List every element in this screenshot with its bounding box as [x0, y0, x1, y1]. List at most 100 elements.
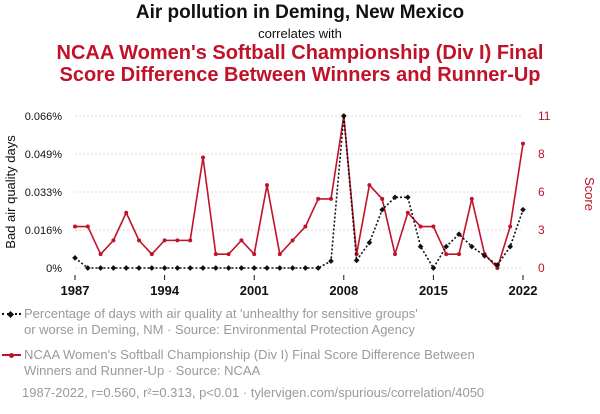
y-tick-right: 6	[538, 185, 545, 199]
legend-series2-line1: NCAA Women's Softball Championship (Div …	[24, 347, 475, 362]
series2-point	[213, 252, 218, 257]
series1-point	[507, 243, 514, 250]
legend-swatch-series2	[2, 353, 21, 358]
series2-point	[329, 196, 333, 201]
series1-point	[174, 265, 181, 271]
series1-point	[520, 206, 526, 213]
series1-point	[302, 265, 309, 271]
legend-swatch-series1	[2, 310, 21, 319]
series1-point	[494, 262, 501, 268]
y-tick-right: 0	[538, 261, 545, 275]
series2-point	[444, 252, 449, 257]
x-tick-label: 2001	[240, 283, 269, 298]
series2-point	[98, 252, 103, 257]
series1-point	[148, 265, 155, 271]
series1-point	[353, 257, 360, 264]
series2-point	[201, 155, 205, 160]
series1-point	[110, 265, 117, 271]
series1-point	[379, 206, 386, 213]
series2-point	[162, 238, 167, 243]
series1-point	[238, 265, 245, 271]
series2-point	[405, 210, 410, 215]
series2-point	[252, 252, 257, 257]
series1-point	[123, 265, 130, 271]
y-tick-left: 0.066%	[25, 111, 63, 123]
series2-point	[469, 196, 474, 201]
series1-point	[417, 243, 424, 250]
series2-point	[175, 238, 180, 243]
series2-point	[290, 238, 295, 243]
y-tick-left: 0%	[46, 263, 62, 275]
series2-point	[137, 238, 141, 243]
series2-point	[73, 224, 77, 229]
y-tick-right: 8	[538, 147, 545, 161]
series1-point	[443, 243, 450, 250]
title-connector: correlates with	[258, 26, 342, 41]
y-axis-label-right: Score	[582, 177, 597, 211]
series1-point	[264, 265, 270, 271]
series1-point	[392, 194, 398, 201]
chart-subtitle-line2: Score Difference Between Winners and Run…	[59, 64, 541, 86]
y-tick-left: 0.049%	[25, 149, 63, 161]
series2-point	[508, 224, 513, 229]
chart-area: 0% 0.016% 0.033% 0.049% 0.066% 0 3 6 8 11 1987 1994…	[3, 109, 597, 298]
series1-point	[328, 258, 334, 264]
series1-point	[187, 265, 194, 271]
series2-point	[303, 224, 308, 229]
series1-point	[97, 265, 104, 271]
series1-point	[212, 265, 219, 271]
legend-series2-line2: Winners and Runner-Up · Source: NCAA	[24, 363, 261, 378]
x-tick-label: 2015	[419, 283, 448, 298]
y-tick-left: 0.033%	[25, 187, 63, 199]
series2-point	[226, 252, 231, 257]
x-tick-label: 1987	[61, 283, 90, 298]
chart-subtitle-line1: NCAA Women's Softball Championship (Div …	[56, 42, 544, 64]
series2-point	[393, 252, 397, 257]
x-tick-label: 1994	[150, 283, 180, 298]
series1-point	[136, 265, 142, 271]
series1-point	[481, 252, 488, 259]
series2-point	[521, 141, 525, 146]
series2-point	[367, 183, 372, 188]
series2-line	[75, 115, 524, 269]
series2-point	[418, 224, 423, 229]
series2-point	[111, 238, 116, 243]
footer-stats: 1987-2022, r=0.560, r²=0.313, p<0.01 · t…	[22, 385, 485, 400]
series2-point	[149, 252, 154, 257]
series2-point	[85, 224, 90, 229]
series1-point	[315, 265, 322, 271]
series1-point	[289, 265, 296, 271]
series2-point	[316, 196, 321, 201]
legend-series1: Percentage of days with air quality at '…	[2, 306, 598, 338]
series1-point	[404, 194, 411, 201]
series2-point	[495, 266, 500, 270]
series1-point	[366, 239, 373, 246]
series1-point	[276, 265, 283, 271]
legend-series2: NCAA Women's Softball Championship (Div …	[2, 347, 598, 379]
y-tick-left: 0.016%	[25, 225, 63, 237]
series1-point	[161, 265, 168, 271]
y-tick-right: 3	[538, 223, 545, 237]
series2-point	[188, 238, 193, 243]
series2-point	[380, 196, 385, 201]
series2-point	[239, 238, 244, 243]
series1-point	[456, 231, 462, 237]
series2-point	[431, 224, 436, 229]
y-tick-right: 11	[538, 109, 551, 123]
series1-point	[468, 243, 475, 250]
legend-series1-line1: Percentage of days with air quality at '…	[24, 306, 418, 321]
x-tick-label: 2022	[509, 283, 538, 298]
series1-point	[251, 265, 258, 271]
series2-point	[277, 252, 282, 257]
series2-point	[265, 183, 269, 188]
series2-point	[457, 252, 461, 257]
series2-point	[124, 210, 129, 215]
title-block: Air pollution in Deming, New Mexico corr…	[0, 2, 600, 86]
chart-title: Air pollution in Deming, New Mexico	[135, 2, 465, 23]
x-tick-label: 2008	[329, 283, 358, 298]
series1-point	[200, 265, 206, 271]
series1-point	[84, 265, 91, 271]
series1-point	[430, 265, 437, 271]
series1-point	[72, 255, 78, 261]
y-axis-label-left: Bad air quality days	[3, 135, 18, 249]
